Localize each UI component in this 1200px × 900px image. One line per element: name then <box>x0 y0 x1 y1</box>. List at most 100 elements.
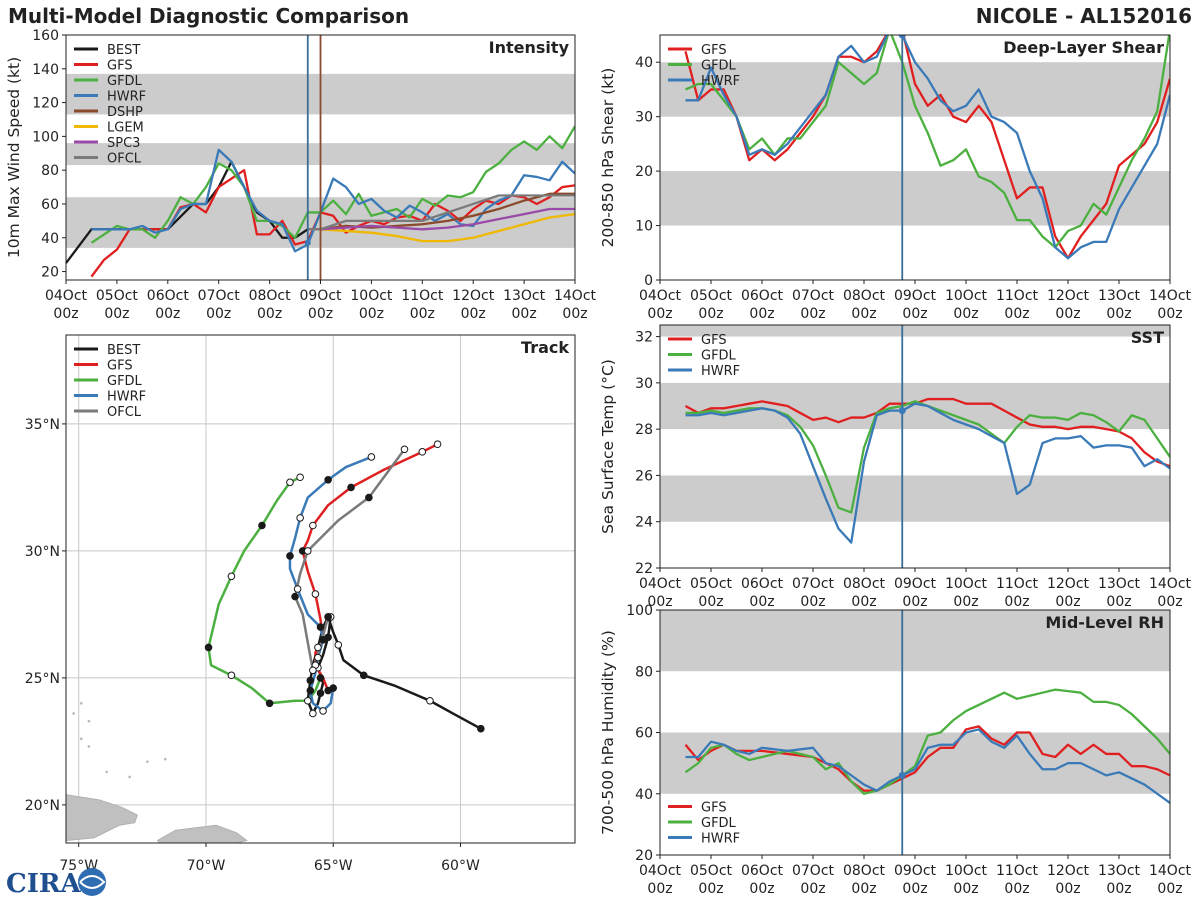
track-point-hwrf <box>306 686 315 695</box>
x-tick-label: 00z <box>698 594 723 610</box>
track-point-gfdl <box>296 473 304 482</box>
x-tick-label: 00z <box>800 881 825 897</box>
axes-frame <box>659 609 1171 856</box>
y-tick-label: 100 <box>32 129 59 145</box>
y-tick-label: 140 <box>32 62 59 78</box>
chart-intensity: 04Oct 00z 05Oct 00z 06Oct 00z 07Oct 00z 08Oct 00z… <box>5 28 597 322</box>
track-ofcl <box>293 448 406 672</box>
figure-title: Multi-Model Diagnostic Comparison <box>8 4 410 28</box>
chart-track: 75°W 70°W 65°W 60°W20°N25°N30°N35°NTrackBES… <box>25 334 576 874</box>
x-tick-label: 00z <box>953 881 978 897</box>
track-point-best <box>334 641 343 649</box>
track-point-ofcl <box>400 445 409 454</box>
series-ofcl <box>307 194 575 231</box>
y-tick-label: 160 <box>32 28 59 44</box>
x-tick-label: 12Oct <box>452 288 495 304</box>
track-point-hwrf <box>314 653 322 662</box>
x-tick-label: 00z <box>206 306 231 322</box>
shaded-band <box>660 610 1170 672</box>
x-tick-label: 11Oct <box>996 288 1039 304</box>
x-tick-label: 07Oct <box>792 288 835 304</box>
x-tick-label: 00z <box>512 306 537 322</box>
x-tick-label: 04Oct <box>639 288 682 304</box>
x-tick-label: 13Oct <box>1098 576 1141 592</box>
plot-area-shear <box>660 35 1170 280</box>
legend-label: GFDL <box>701 349 737 364</box>
legend-label: GFDL <box>701 816 737 831</box>
x-tick-label: 04Oct <box>639 863 682 879</box>
x-tick-label: 00z <box>902 306 927 322</box>
y-tick-label: 40 <box>41 231 59 247</box>
x-tick-label: 60°W <box>441 858 480 874</box>
y-tick-label: 20°N <box>25 798 60 814</box>
track-point-gfdl <box>303 696 312 705</box>
x-tick-label: 00z <box>53 306 78 322</box>
x-tick-label: 06Oct <box>741 288 784 304</box>
x-tick-label: 05Oct <box>690 863 733 879</box>
y-tick-label: 26 <box>635 468 653 484</box>
track-point-best <box>309 709 317 718</box>
island <box>79 702 83 705</box>
track-point-ofcl <box>324 613 332 621</box>
series-hwrf <box>685 35 1170 260</box>
x-tick-label: 00z <box>1004 881 1029 897</box>
x-tick-label: 65°W <box>314 858 353 874</box>
panel-title: Mid-Level RH <box>1045 613 1164 632</box>
legend-label: GFS <box>701 43 727 58</box>
series-hwrf <box>91 148 575 253</box>
x-tick-label: 13Oct <box>1098 863 1141 879</box>
track-point-best <box>426 696 434 705</box>
y-tick-label: 60 <box>635 726 653 742</box>
x-tick-label: 09Oct <box>894 576 937 592</box>
track-gfdl <box>207 476 322 705</box>
analysis-point <box>898 35 906 39</box>
plot-area-track <box>66 335 575 843</box>
x-tick-label: 05Oct <box>690 288 733 304</box>
legend-label: HWRF <box>107 90 146 105</box>
x-tick-label: 10Oct <box>945 863 988 879</box>
y-tick-label: 24 <box>635 515 653 531</box>
x-tick-label: 14Oct <box>1149 863 1192 879</box>
legend-label: OFCL <box>107 405 142 420</box>
legend-label: SPC3 <box>107 136 140 151</box>
series-gfdl <box>685 35 1170 249</box>
y-tick-label: 40 <box>635 55 653 71</box>
y-tick-label: 30°N <box>25 544 60 560</box>
y-tick-label: 22 <box>635 561 653 577</box>
track-point-best <box>477 724 485 733</box>
track-point-gfdl <box>265 699 274 708</box>
track-point-gfs <box>309 521 317 530</box>
track-point-gfdl <box>286 478 294 487</box>
y-axis-label: 200-850 hPa Shear (kt) <box>599 68 617 248</box>
series-gfs <box>684 35 1170 260</box>
track-point-best <box>359 671 368 680</box>
legend-label: HWRF <box>701 74 740 89</box>
series-spc3 <box>307 207 575 231</box>
track-point-hwrf <box>296 514 304 522</box>
cira-logo-text: CIRA <box>6 869 81 898</box>
legend-label: GFDL <box>107 374 143 389</box>
x-tick-label: 04Oct <box>45 288 88 304</box>
x-tick-label: 13Oct <box>1098 288 1141 304</box>
plot-area-sst <box>660 325 1170 568</box>
x-tick-label: 08Oct <box>843 576 886 592</box>
x-tick-label: 07Oct <box>792 863 835 879</box>
series-gfs <box>90 169 575 278</box>
shaded-band <box>660 382 1170 430</box>
analysis-point <box>304 239 311 246</box>
x-tick-label: 11Oct <box>996 863 1039 879</box>
panel-title: Track <box>521 338 569 357</box>
shaded-band <box>660 171 1170 226</box>
x-tick-label: 00z <box>902 594 927 610</box>
x-tick-label: 00z <box>562 306 587 322</box>
track-best <box>306 615 482 730</box>
track-point-gfs <box>433 440 442 449</box>
track-point-ofcl <box>291 592 299 601</box>
x-tick-label: 11Oct <box>401 288 444 304</box>
island <box>128 775 131 779</box>
shaded-band <box>660 732 1170 794</box>
x-tick-label: 08Oct <box>843 863 886 879</box>
x-tick-label: 00z <box>749 306 774 322</box>
analysis-point <box>898 771 906 779</box>
x-tick-label: 07Oct <box>198 288 241 304</box>
